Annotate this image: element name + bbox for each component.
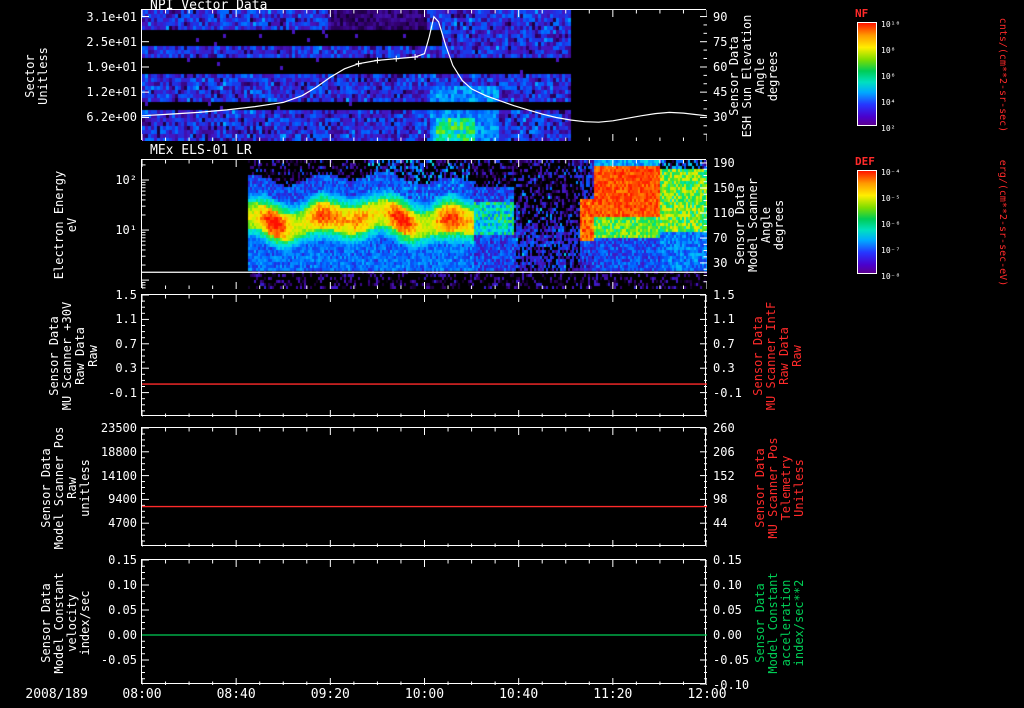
npi-left-tick-label: 1.9e+01 — [86, 59, 137, 74]
model-scanner-pos-right-tick-label: 98 — [713, 492, 728, 507]
npi-colorbar-unit: cnts/(cm**2-sr-sec) — [997, 17, 1008, 133]
els-right-tick-label: 30 — [713, 255, 728, 270]
mu-scanner-30v-plot-area — [141, 294, 707, 417]
npi-left-tick-label: 6.2e+00 — [86, 110, 137, 125]
model-scanner-pos-right-tick-label: 206 — [713, 444, 735, 459]
npi-colorbar-tick-label: 10² — [881, 124, 896, 133]
els-colorbar-tick-label: 10⁻⁴ — [881, 168, 901, 177]
model-scanner-pos-left-tick-label: 14100 — [100, 468, 137, 483]
x-axis-date-label: 2008/189 — [25, 687, 88, 702]
els-colorbar-title: DEF — [855, 155, 875, 168]
x-axis-tick-label: 09:20 — [310, 687, 350, 702]
model-constant-velocity-left-axis-label: Sensor Data Model Constant velocity inde… — [39, 571, 92, 674]
npi-colorbar-tick-label: 10⁴ — [881, 98, 896, 107]
npi-plot-area — [141, 9, 707, 141]
npi-colorbar-tick-label: 10¹⁰ — [881, 20, 901, 29]
npi-left-axis-label: Sector Unitless — [23, 46, 50, 105]
model-scanner-pos-left-tick-label: 23500 — [100, 421, 137, 435]
npi-title: NPI Vector Data — [150, 0, 268, 13]
model-constant-velocity-right-tick-label: -0.05 — [713, 653, 750, 667]
npi-axes-overlay — [142, 10, 707, 141]
els-right-tick-label: 70 — [713, 231, 728, 246]
x-axis-tick-label: 12:00 — [687, 687, 727, 702]
x-axis-tick-label: 08:40 — [216, 687, 256, 702]
model-constant-velocity-left-tick-label: 0.05 — [108, 603, 137, 617]
mu-scanner-30v-axes-overlay — [142, 295, 707, 417]
els-left-tick-label: 10¹ — [115, 223, 137, 238]
npi-left-tick-label: 1.2e+01 — [86, 85, 137, 100]
model-constant-velocity-right-tick-label: 0.00 — [713, 628, 742, 642]
mu-scanner-30v-right-tick-label: 0.7 — [713, 336, 735, 351]
x-axis-tick-label: 10:00 — [404, 687, 445, 702]
model-scanner-pos-axes-overlay — [142, 428, 707, 547]
els-right-tick-label: 150 — [713, 180, 735, 195]
model-scanner-pos-right-tick-label: 44 — [713, 516, 728, 531]
x-axis-tick-label: 11:20 — [593, 687, 633, 702]
els-colorbar-tick-label: 10⁻⁶ — [881, 220, 901, 229]
model-constant-velocity-right-tick-label: 0.15 — [713, 553, 742, 567]
els-colorbar-tick-label: 10⁻⁵ — [881, 194, 901, 203]
npi-left-tick-label: 2.5e+01 — [86, 34, 137, 49]
npi-right-tick-label: 90 — [713, 9, 728, 24]
els-right-tick-label: 190 — [713, 155, 735, 170]
model-scanner-pos-right-tick-label: 260 — [713, 421, 735, 435]
npi-right-tick-label: 60 — [713, 59, 728, 74]
x-axis-tick-label: 08:00 — [122, 687, 162, 702]
npi-right-tick-label: 45 — [713, 85, 728, 100]
els-right-tick-label: 110 — [713, 206, 735, 221]
els-spectrogram — [142, 160, 707, 289]
els-plot-area — [141, 159, 707, 289]
mu-scanner-30v-right-tick-label: 1.5 — [713, 288, 735, 302]
x-axis-tick-label: 10:40 — [499, 687, 539, 702]
model-constant-velocity-right-tick-label: -0.10 — [713, 678, 750, 692]
els-left-tick-label: 10² — [115, 172, 137, 187]
sun-elevation-angle-line — [142, 15, 707, 123]
model-constant-velocity-plot-area — [141, 559, 707, 685]
npi-right-tick-label: 30 — [713, 110, 728, 125]
model-scanner-pos-left-tick-label: 9400 — [108, 492, 137, 507]
model-scanner-pos-plot-area — [141, 427, 707, 547]
model-scanner-pos-left-tick-label: 4700 — [108, 516, 137, 531]
model-scanner-pos-left-tick-label: 18800 — [100, 444, 137, 459]
npi-colorbar-tick-label: 10⁶ — [881, 72, 896, 81]
model-constant-velocity-right-tick-label: 0.10 — [713, 578, 742, 592]
els-axes-overlay — [142, 160, 707, 289]
els-title: MEx ELS-01 LR — [150, 143, 252, 158]
mu-scanner-30v-left-tick-label: 1.1 — [115, 312, 137, 327]
model-constant-velocity-right-axis-label: Sensor Data Model Constant acceleration … — [753, 571, 806, 674]
els-colorbar — [857, 170, 877, 274]
model-constant-velocity-left-tick-label: 0.00 — [108, 628, 137, 642]
mu-scanner-30v-left-tick-label: 1.5 — [115, 288, 137, 302]
npi-left-tick-label: 3.1e+01 — [86, 9, 137, 24]
els-colorbar-unit: erg/(cm**2-sr-sec-eV) — [997, 159, 1008, 287]
npi-colorbar-tick-label: 10⁸ — [881, 46, 896, 55]
npi-colorbar-title: NF — [855, 7, 869, 20]
model-constant-velocity-left-tick-label: -0.05 — [100, 653, 137, 667]
mu-scanner-30v-left-tick-label: 0.3 — [115, 361, 137, 376]
model-constant-velocity-left-tick-label: 0.10 — [108, 578, 137, 592]
els-colorbar-tick-label: 10⁻⁸ — [881, 272, 901, 281]
npi-colorbar — [857, 22, 877, 126]
mu-scanner-30v-right-tick-label: -0.1 — [713, 385, 742, 400]
model-constant-velocity-right-tick-label: 0.05 — [713, 603, 742, 617]
els-colorbar-tick-label: 10⁻⁷ — [881, 246, 901, 255]
mu-scanner-30v-right-tick-label: 0.3 — [713, 361, 735, 376]
model-constant-velocity-left-tick-label: 0.15 — [108, 553, 137, 567]
mu-scanner-30v-right-tick-label: 1.1 — [713, 312, 735, 327]
npi-spectrogram — [142, 10, 707, 141]
mu-scanner-30v-left-tick-label: -0.1 — [108, 385, 137, 400]
mu-scanner-30v-left-tick-label: 0.7 — [115, 336, 137, 351]
model-scanner-pos-right-tick-label: 152 — [713, 468, 735, 483]
npi-right-tick-label: 75 — [713, 34, 728, 49]
model-constant-velocity-axes-overlay — [142, 560, 707, 685]
